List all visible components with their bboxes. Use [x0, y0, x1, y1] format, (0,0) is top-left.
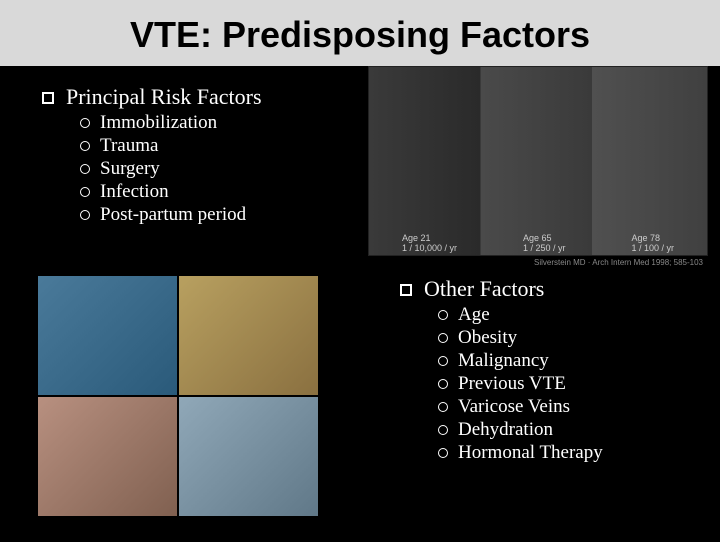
rate-label: 1 / 100 / yr	[631, 243, 674, 253]
circle-bullet-icon	[80, 164, 90, 174]
list-item: Previous VTE	[438, 373, 700, 395]
list-item: Infection	[80, 181, 362, 203]
section-heading-row: Other Factors	[400, 276, 700, 302]
item-text: Age	[458, 304, 490, 326]
list-item: Hormonal Therapy	[438, 442, 700, 464]
square-bullet-icon	[400, 284, 412, 296]
item-text: Immobilization	[100, 112, 217, 134]
rate-label: 1 / 10,000 / yr	[402, 243, 457, 253]
circle-bullet-icon	[438, 333, 448, 343]
age-captions: Age 21 1 / 10,000 / yr Age 65 1 / 250 / …	[369, 233, 707, 253]
slide-title: VTE: Predisposing Factors	[0, 0, 720, 66]
item-text: Malignancy	[458, 350, 549, 372]
square-bullet-icon	[42, 92, 54, 104]
item-text: Hormonal Therapy	[458, 442, 603, 464]
age-caption-2: Age 78 1 / 100 / yr	[631, 233, 674, 253]
image-source-citation: Silverstein MD · Arch Intern Med 1998; 5…	[534, 258, 703, 267]
image-postpartum	[179, 397, 318, 516]
age-caption-1: Age 65 1 / 250 / yr	[523, 233, 566, 253]
item-text: Infection	[100, 181, 169, 203]
item-text: Previous VTE	[458, 373, 566, 395]
medical-image-grid	[38, 276, 318, 516]
age-label: Age 65	[523, 233, 566, 243]
circle-bullet-icon	[80, 187, 90, 197]
rate-label: 1 / 250 / yr	[523, 243, 566, 253]
age-incidence-image: Age 21 1 / 10,000 / yr Age 65 1 / 250 / …	[368, 66, 708, 256]
list-item: Malignancy	[438, 350, 700, 372]
list-item: Age	[438, 304, 700, 326]
item-text: Post-partum period	[100, 204, 246, 226]
item-text: Varicose Veins	[458, 396, 570, 418]
slide-content: Age 21 1 / 10,000 / yr Age 65 1 / 250 / …	[0, 66, 720, 542]
other-heading: Other Factors	[424, 276, 544, 302]
principal-heading: Principal Risk Factors	[66, 84, 262, 110]
item-text: Obesity	[458, 327, 517, 349]
item-text: Dehydration	[458, 419, 553, 441]
section-heading-row: Principal Risk Factors	[42, 84, 362, 110]
list-item: Obesity	[438, 327, 700, 349]
circle-bullet-icon	[438, 402, 448, 412]
image-elderly	[38, 397, 177, 516]
other-list: Age Obesity Malignancy Previous VTE Vari…	[438, 304, 700, 464]
circle-bullet-icon	[80, 118, 90, 128]
age-caption-0: Age 21 1 / 10,000 / yr	[402, 233, 457, 253]
circle-bullet-icon	[80, 210, 90, 220]
circle-bullet-icon	[438, 379, 448, 389]
item-text: Surgery	[100, 158, 160, 180]
circle-bullet-icon	[438, 448, 448, 458]
circle-bullet-icon	[80, 141, 90, 151]
other-factors-section: Other Factors Age Obesity Malignancy Pre…	[400, 276, 700, 465]
principal-factors-section: Principal Risk Factors Immobilization Tr…	[42, 84, 362, 227]
circle-bullet-icon	[438, 310, 448, 320]
age-label: Age 78	[631, 233, 674, 243]
image-surgery	[38, 276, 177, 395]
principal-list: Immobilization Trauma Surgery Infection …	[80, 112, 362, 226]
age-label: Age 21	[402, 233, 457, 243]
list-item: Varicose Veins	[438, 396, 700, 418]
circle-bullet-icon	[438, 356, 448, 366]
list-item: Trauma	[80, 135, 362, 157]
list-item: Post-partum period	[80, 204, 362, 226]
list-item: Immobilization	[80, 112, 362, 134]
image-immobilization	[179, 276, 318, 395]
list-item: Surgery	[80, 158, 362, 180]
list-item: Dehydration	[438, 419, 700, 441]
item-text: Trauma	[100, 135, 158, 157]
circle-bullet-icon	[438, 425, 448, 435]
